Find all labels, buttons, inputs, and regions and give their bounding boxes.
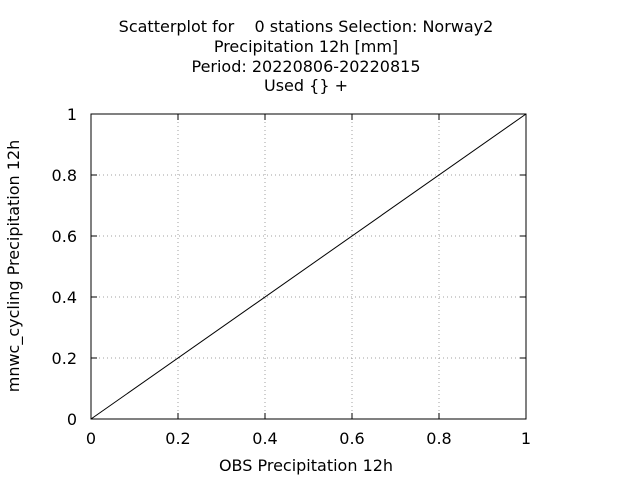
y-tick-label: 0.4: [52, 288, 77, 307]
x-tick-labels: 0 0.2 0.4 0.6 0.8 1: [86, 429, 531, 448]
grid: [91, 114, 526, 419]
x-tick-label: 0: [86, 429, 96, 448]
y-tick-label: 1: [67, 105, 77, 124]
reference-diagonal-line: [90, 113, 527, 420]
title-line-4: Used {} +: [264, 76, 348, 95]
y-tick-labels: 0 0.2 0.4 0.6 0.8 1: [52, 105, 77, 429]
x-tick-label: 0.8: [426, 429, 451, 448]
title-line-1: Scatterplot for 0 stations Selection: No…: [119, 17, 494, 36]
y-tick-label: 0.2: [52, 349, 77, 368]
title-line-3: Period: 20220806-20220815: [191, 57, 420, 76]
y-tick-label: 0: [67, 410, 77, 429]
x-tick-label: 0.6: [339, 429, 364, 448]
y-tick-label: 0.8: [52, 166, 77, 185]
x-tick-label: 1: [521, 429, 531, 448]
x-tick-label: 0.2: [165, 429, 190, 448]
y-tick-label: 0.6: [52, 227, 77, 246]
chart-title: Scatterplot for 0 stations Selection: No…: [119, 17, 494, 95]
y-axis-label: mnwc_cycling Precipitation 12h: [4, 140, 24, 393]
plot-frame: [90, 113, 527, 420]
x-axis-label: OBS Precipitation 12h: [219, 456, 393, 475]
x-tick-label: 0.4: [252, 429, 277, 448]
title-line-2: Precipitation 12h [mm]: [214, 37, 398, 56]
